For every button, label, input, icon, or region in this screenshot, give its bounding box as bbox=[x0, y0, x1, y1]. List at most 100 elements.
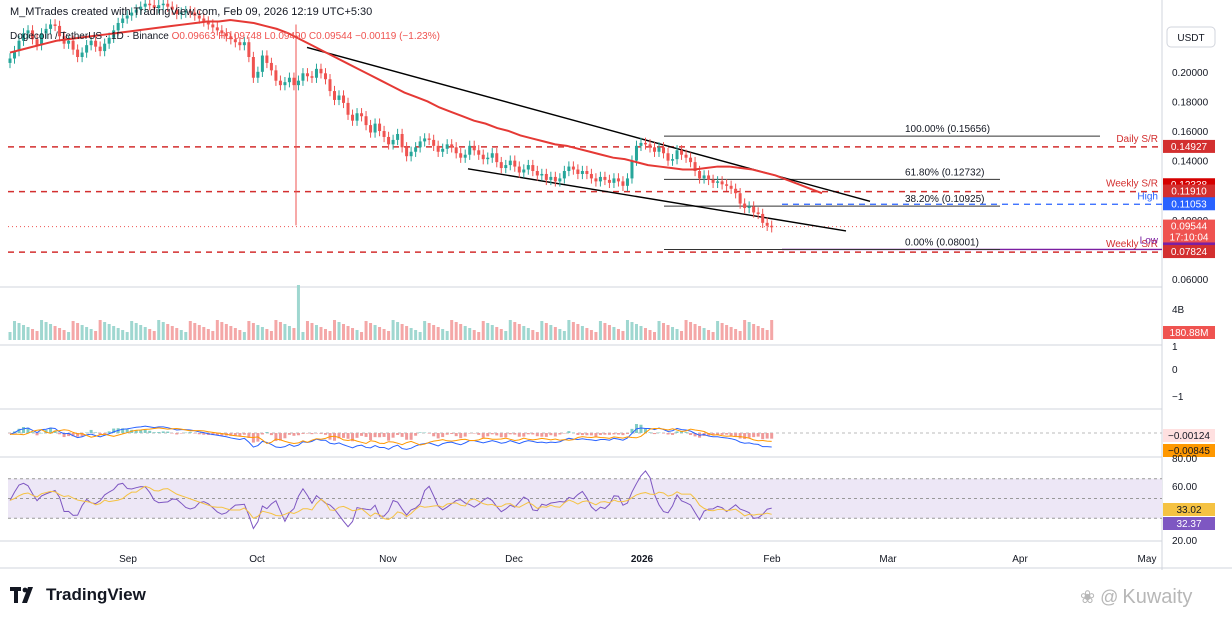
volume-bar bbox=[770, 320, 774, 340]
candle bbox=[423, 138, 427, 142]
volume-bar bbox=[220, 322, 224, 340]
watermark-icon: ❀ @ bbox=[1080, 587, 1119, 607]
candle bbox=[580, 171, 584, 174]
volume-bar bbox=[540, 321, 544, 340]
macd-histogram-bar bbox=[522, 433, 526, 437]
volume-bar bbox=[680, 331, 684, 340]
candle bbox=[278, 80, 282, 86]
macd-histogram-bar bbox=[220, 433, 224, 436]
macd-histogram-bar bbox=[639, 424, 643, 433]
momentum-tick-label: −1 bbox=[1172, 392, 1184, 403]
price-badge bbox=[1163, 219, 1215, 244]
candle bbox=[143, 3, 147, 7]
macd-histogram-bar bbox=[80, 433, 84, 437]
macd-histogram-bar bbox=[337, 433, 341, 439]
candle bbox=[720, 181, 724, 185]
candle bbox=[522, 169, 526, 173]
candle bbox=[625, 178, 629, 186]
volume-bar bbox=[716, 321, 720, 340]
macd-histogram-bar bbox=[148, 430, 152, 433]
rsi-tick-label: 80.00 bbox=[1172, 454, 1197, 465]
volume-bar bbox=[414, 330, 418, 340]
candle bbox=[734, 188, 738, 194]
volume-bar bbox=[17, 323, 21, 340]
volume-bar bbox=[328, 331, 332, 340]
high-label: High bbox=[1137, 191, 1158, 202]
signal-badge bbox=[1163, 444, 1215, 457]
volume-bar bbox=[161, 322, 165, 340]
macd-histogram-bar bbox=[89, 429, 93, 433]
macd-histogram-bar bbox=[121, 428, 125, 433]
candle bbox=[702, 175, 706, 179]
candle bbox=[233, 39, 237, 43]
macd-histogram-bar bbox=[269, 433, 273, 436]
macd-histogram-bar bbox=[752, 433, 756, 438]
volume-bar bbox=[378, 327, 382, 340]
volume-bar bbox=[211, 331, 215, 340]
candle bbox=[671, 159, 675, 161]
macd-histogram-bar bbox=[310, 433, 314, 435]
price-badge bbox=[1163, 197, 1215, 211]
macd-histogram-bar bbox=[400, 433, 404, 437]
candle bbox=[553, 176, 557, 182]
macd-histogram-bar bbox=[441, 433, 445, 438]
macd-histogram-bar bbox=[396, 433, 400, 435]
macd-histogram-bar bbox=[540, 433, 544, 437]
candle bbox=[85, 45, 89, 53]
candle bbox=[305, 73, 309, 77]
macd-histogram-bar bbox=[112, 428, 116, 433]
candle bbox=[134, 9, 138, 13]
symbol-name[interactable]: Dogecoin / TetherUS · 1D · Binance bbox=[10, 31, 169, 42]
macd-histogram-bar bbox=[17, 428, 21, 433]
volume-bar bbox=[643, 328, 647, 340]
macd-histogram-bar bbox=[486, 433, 490, 437]
macd-histogram-bar bbox=[481, 433, 485, 438]
volume-bar bbox=[310, 323, 314, 340]
macd-histogram-bar bbox=[378, 433, 382, 438]
candle bbox=[450, 144, 454, 148]
candle bbox=[716, 181, 720, 183]
volume-bar bbox=[396, 322, 400, 340]
macd-histogram-bar bbox=[278, 433, 282, 441]
candle bbox=[157, 5, 161, 9]
macd-histogram-bar bbox=[409, 433, 413, 440]
volume-bar bbox=[648, 330, 652, 340]
tradingview-brand[interactable]: TradingView bbox=[10, 585, 146, 605]
macd-histogram-bar bbox=[450, 433, 454, 435]
macd-histogram-bar bbox=[319, 433, 323, 434]
macd-histogram-bar bbox=[531, 433, 535, 435]
candle bbox=[292, 77, 296, 86]
volume-bar bbox=[265, 329, 269, 340]
macd-histogram-bar bbox=[175, 433, 179, 435]
moving-average-line bbox=[9, 18, 823, 195]
candle bbox=[224, 33, 228, 37]
symbol-info[interactable]: Dogecoin / TetherUS · 1D · Binance O0.09… bbox=[10, 31, 440, 42]
volume-bar bbox=[125, 332, 129, 340]
volume-bar bbox=[459, 324, 463, 340]
volume-bar bbox=[193, 323, 197, 340]
volume-bar bbox=[639, 326, 643, 340]
volume-bar bbox=[206, 329, 210, 340]
candle bbox=[589, 173, 593, 179]
volume-bar bbox=[58, 328, 62, 340]
macd-histogram-bar bbox=[517, 433, 521, 437]
candle bbox=[770, 225, 774, 228]
price-tick-label: 0.06000 bbox=[1172, 275, 1209, 286]
candle bbox=[161, 3, 165, 6]
volume-bar bbox=[634, 324, 638, 340]
candle bbox=[680, 150, 684, 155]
volume-bar bbox=[436, 327, 440, 340]
fib-level-label: 61.80% (0.12732) bbox=[905, 167, 985, 178]
candle bbox=[229, 36, 233, 40]
candle bbox=[540, 173, 544, 176]
volume-bar bbox=[589, 330, 593, 340]
volume-bar bbox=[26, 327, 30, 340]
price-badge-label: 0.11053 bbox=[1171, 199, 1207, 210]
candle bbox=[738, 193, 742, 204]
price-badge bbox=[1163, 184, 1215, 198]
candle bbox=[409, 151, 413, 157]
price-tick-label: 0.14000 bbox=[1172, 157, 1209, 168]
volume-bar bbox=[756, 326, 760, 340]
watermark: ❀ @ Kuwaity bbox=[1080, 586, 1192, 609]
